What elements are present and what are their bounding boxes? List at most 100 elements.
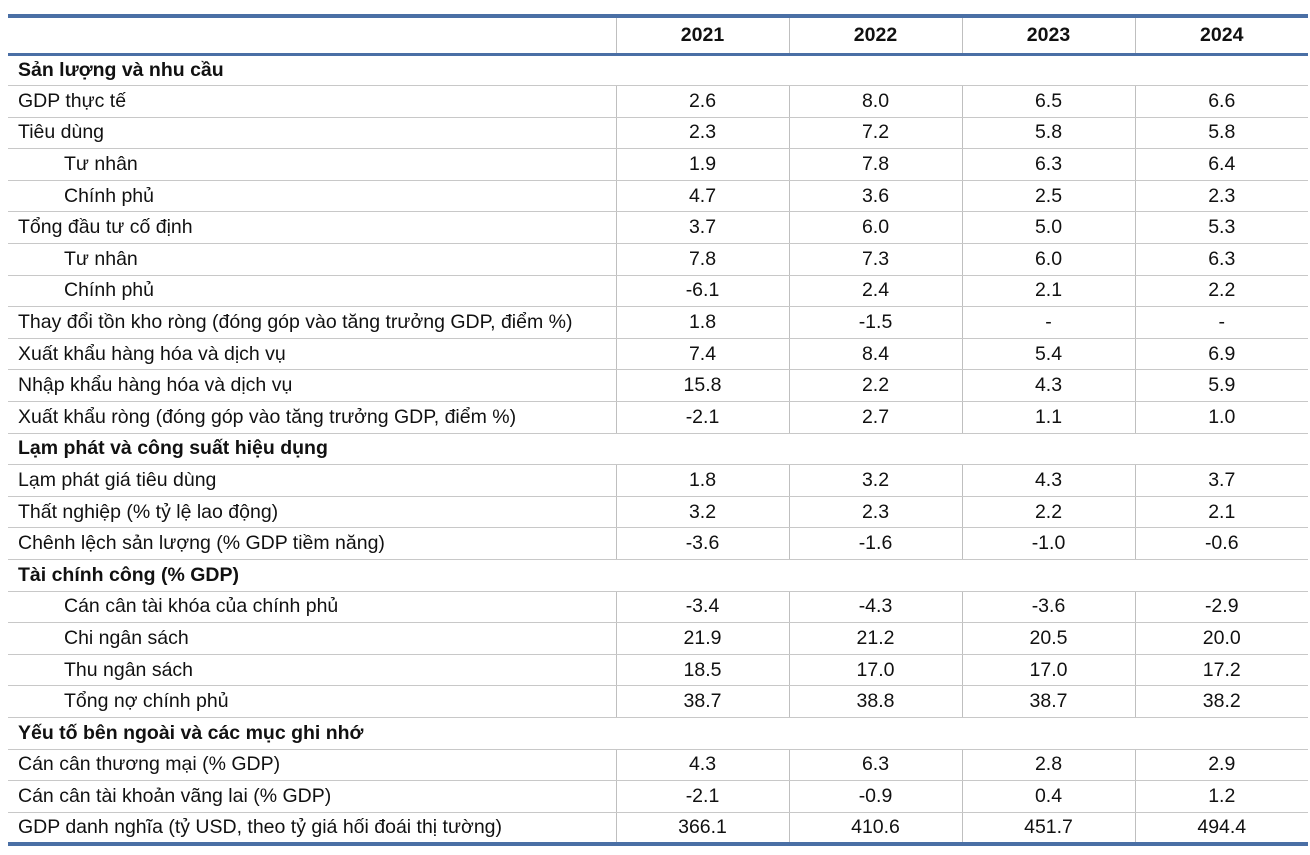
- section-header-row: Lạm phát và công suất hiệu dụng: [8, 433, 1308, 466]
- header-label-cell: [8, 14, 616, 56]
- value-cell: 7.3: [788, 243, 962, 276]
- row-label: Tiêu dùng: [8, 117, 616, 150]
- value-cell: -2.9: [1134, 591, 1308, 624]
- section-title: Sản lượng và nhu cầu: [8, 54, 1308, 87]
- row-label: Thất nghiệp (% tỷ lệ lao động): [8, 496, 616, 529]
- section-title: Lạm phát và công suất hiệu dụng: [8, 433, 1308, 466]
- value-cell: 2.2: [961, 496, 1135, 529]
- value-cell: 6.9: [1134, 338, 1308, 371]
- value-cell: 3.6: [788, 180, 962, 213]
- value-cell: -6.1: [615, 275, 789, 308]
- value-cell: 2.6: [615, 85, 789, 118]
- row-label: Tổng đầu tư cố định: [8, 211, 616, 245]
- value-cell: 38.7: [961, 685, 1135, 718]
- economic-indicators-table: 2021 2022 2023 2024 Sản lượng và nhu cầu…: [8, 14, 1308, 846]
- value-cell: 1.0: [1134, 401, 1308, 434]
- value-cell: -: [1134, 306, 1308, 339]
- value-cell: 1.8: [615, 464, 789, 497]
- value-cell: 1.9: [615, 148, 789, 181]
- value-cell: -0.6: [1134, 527, 1308, 560]
- value-cell: 38.7: [615, 685, 789, 718]
- value-cell: 5.8: [961, 117, 1135, 150]
- row-label: Chính phủ: [8, 275, 616, 308]
- value-cell: 8.0: [788, 85, 962, 118]
- value-cell: 6.0: [961, 243, 1135, 276]
- section-header-row: Sản lượng và nhu cầu: [8, 54, 1308, 87]
- table-row: Chênh lệch sản lượng (% GDP tiềm năng) -3…: [8, 527, 1308, 560]
- value-cell: 20.0: [1134, 622, 1308, 655]
- section-title: Tài chính công (% GDP): [8, 559, 1308, 592]
- value-cell: 7.8: [788, 148, 962, 181]
- value-cell: 5.9: [1134, 369, 1308, 403]
- value-cell: 5.4: [961, 338, 1135, 371]
- row-label: Cán cân tài khoản vãng lai (% GDP): [8, 780, 616, 813]
- value-cell: -3.6: [961, 591, 1135, 624]
- table-row: Xuất khẩu ròng (đóng góp vào tăng trưởng…: [8, 401, 1308, 434]
- value-cell: 18.5: [615, 654, 789, 687]
- year-header: 2024: [1134, 14, 1308, 56]
- value-cell: 4.3: [961, 369, 1135, 403]
- value-cell: 6.5: [961, 85, 1135, 118]
- year-header: 2021: [615, 14, 789, 56]
- section-header-row: Tài chính công (% GDP): [8, 559, 1308, 592]
- section-header-row: Yếu tố bên ngoài và các mục ghi nhớ: [8, 717, 1308, 750]
- table-row: Cán cân tài khoản vãng lai (% GDP) -2.1 -0…: [8, 780, 1308, 813]
- value-cell: 1.2: [1134, 780, 1308, 813]
- value-cell: 6.6: [1134, 85, 1308, 118]
- row-label: Tư nhân: [8, 243, 616, 276]
- table-row: Thất nghiệp (% tỷ lệ lao động) 3.2 2.3 2.2 2…: [8, 496, 1308, 529]
- row-label: Thay đổi tồn kho ròng (đóng góp vào tăng…: [8, 306, 616, 339]
- value-cell: 17.0: [788, 654, 962, 687]
- value-cell: 2.3: [615, 117, 789, 150]
- value-cell: 15.8: [615, 369, 789, 403]
- table-row: Chính phủ -6.1 2.4 2.1 2.2: [8, 275, 1308, 308]
- value-cell: 8.4: [788, 338, 962, 371]
- value-cell: -4.3: [788, 591, 962, 624]
- value-cell: 3.7: [1134, 464, 1308, 497]
- table-row: Tư nhân 1.9 7.8 6.3 6.4: [8, 148, 1308, 181]
- table-row: Chính phủ 4.7 3.6 2.5 2.3: [8, 180, 1308, 213]
- row-label: Lạm phát giá tiêu dùng: [8, 464, 616, 497]
- row-label: Tổng nợ chính phủ: [8, 685, 616, 718]
- row-label: Cán cân tài khóa của chính phủ: [8, 591, 616, 624]
- value-cell: 6.3: [788, 749, 962, 782]
- value-cell: 7.4: [615, 338, 789, 371]
- value-cell: 2.1: [1134, 496, 1308, 529]
- year-header: 2022: [788, 14, 962, 56]
- table-row: Tiêu dùng 2.3 7.2 5.8 5.8: [8, 117, 1308, 150]
- value-cell: 2.2: [788, 369, 962, 403]
- value-cell: 4.3: [961, 464, 1135, 497]
- value-cell: -2.1: [615, 780, 789, 813]
- value-cell: 5.0: [961, 211, 1135, 245]
- value-cell: 38.2: [1134, 685, 1308, 718]
- value-cell: 494.4: [1134, 812, 1308, 846]
- table-row: Nhập khẩu hàng hóa và dịch vụ 15.8 2.2 4.3 5…: [8, 369, 1308, 403]
- value-cell: 3.2: [615, 496, 789, 529]
- value-cell: 451.7: [961, 812, 1135, 846]
- table-row: GDP thực tế 2.6 8.0 6.5 6.6: [8, 85, 1308, 118]
- value-cell: 21.9: [615, 622, 789, 655]
- table-header: 2021 2022 2023 2024: [8, 14, 1308, 56]
- row-label: Chính phủ: [8, 180, 616, 213]
- value-cell: 21.2: [788, 622, 962, 655]
- value-cell: 17.2: [1134, 654, 1308, 687]
- value-cell: 2.3: [788, 496, 962, 529]
- year-header: 2023: [961, 14, 1135, 56]
- table-row: Thay đổi tồn kho ròng (đóng góp vào tăng…: [8, 306, 1308, 339]
- value-cell: 1.8: [615, 306, 789, 339]
- table-row: Chi ngân sách 21.9 21.2 20.5 20.0: [8, 622, 1308, 655]
- value-cell: 1.1: [961, 401, 1135, 434]
- value-cell: 2.5: [961, 180, 1135, 213]
- value-cell: 0.4: [961, 780, 1135, 813]
- value-cell: 6.3: [1134, 243, 1308, 276]
- table-row: Cán cân tài khóa của chính phủ -3.4 -4.3 -3…: [8, 591, 1308, 624]
- value-cell: -1.0: [961, 527, 1135, 560]
- value-cell: 2.2: [1134, 275, 1308, 308]
- table-row: Lạm phát giá tiêu dùng 1.8 3.2 4.3 3.7: [8, 464, 1308, 497]
- value-cell: 410.6: [788, 812, 962, 846]
- table-row: Tư nhân 7.8 7.3 6.0 6.3: [8, 243, 1308, 276]
- value-cell: -3.6: [615, 527, 789, 560]
- row-label: GDP danh nghĩa (tỷ USD, theo tỷ giá hối …: [8, 812, 616, 846]
- row-label: Thu ngân sách: [8, 654, 616, 687]
- row-label: Chênh lệch sản lượng (% GDP tiềm năng): [8, 527, 616, 560]
